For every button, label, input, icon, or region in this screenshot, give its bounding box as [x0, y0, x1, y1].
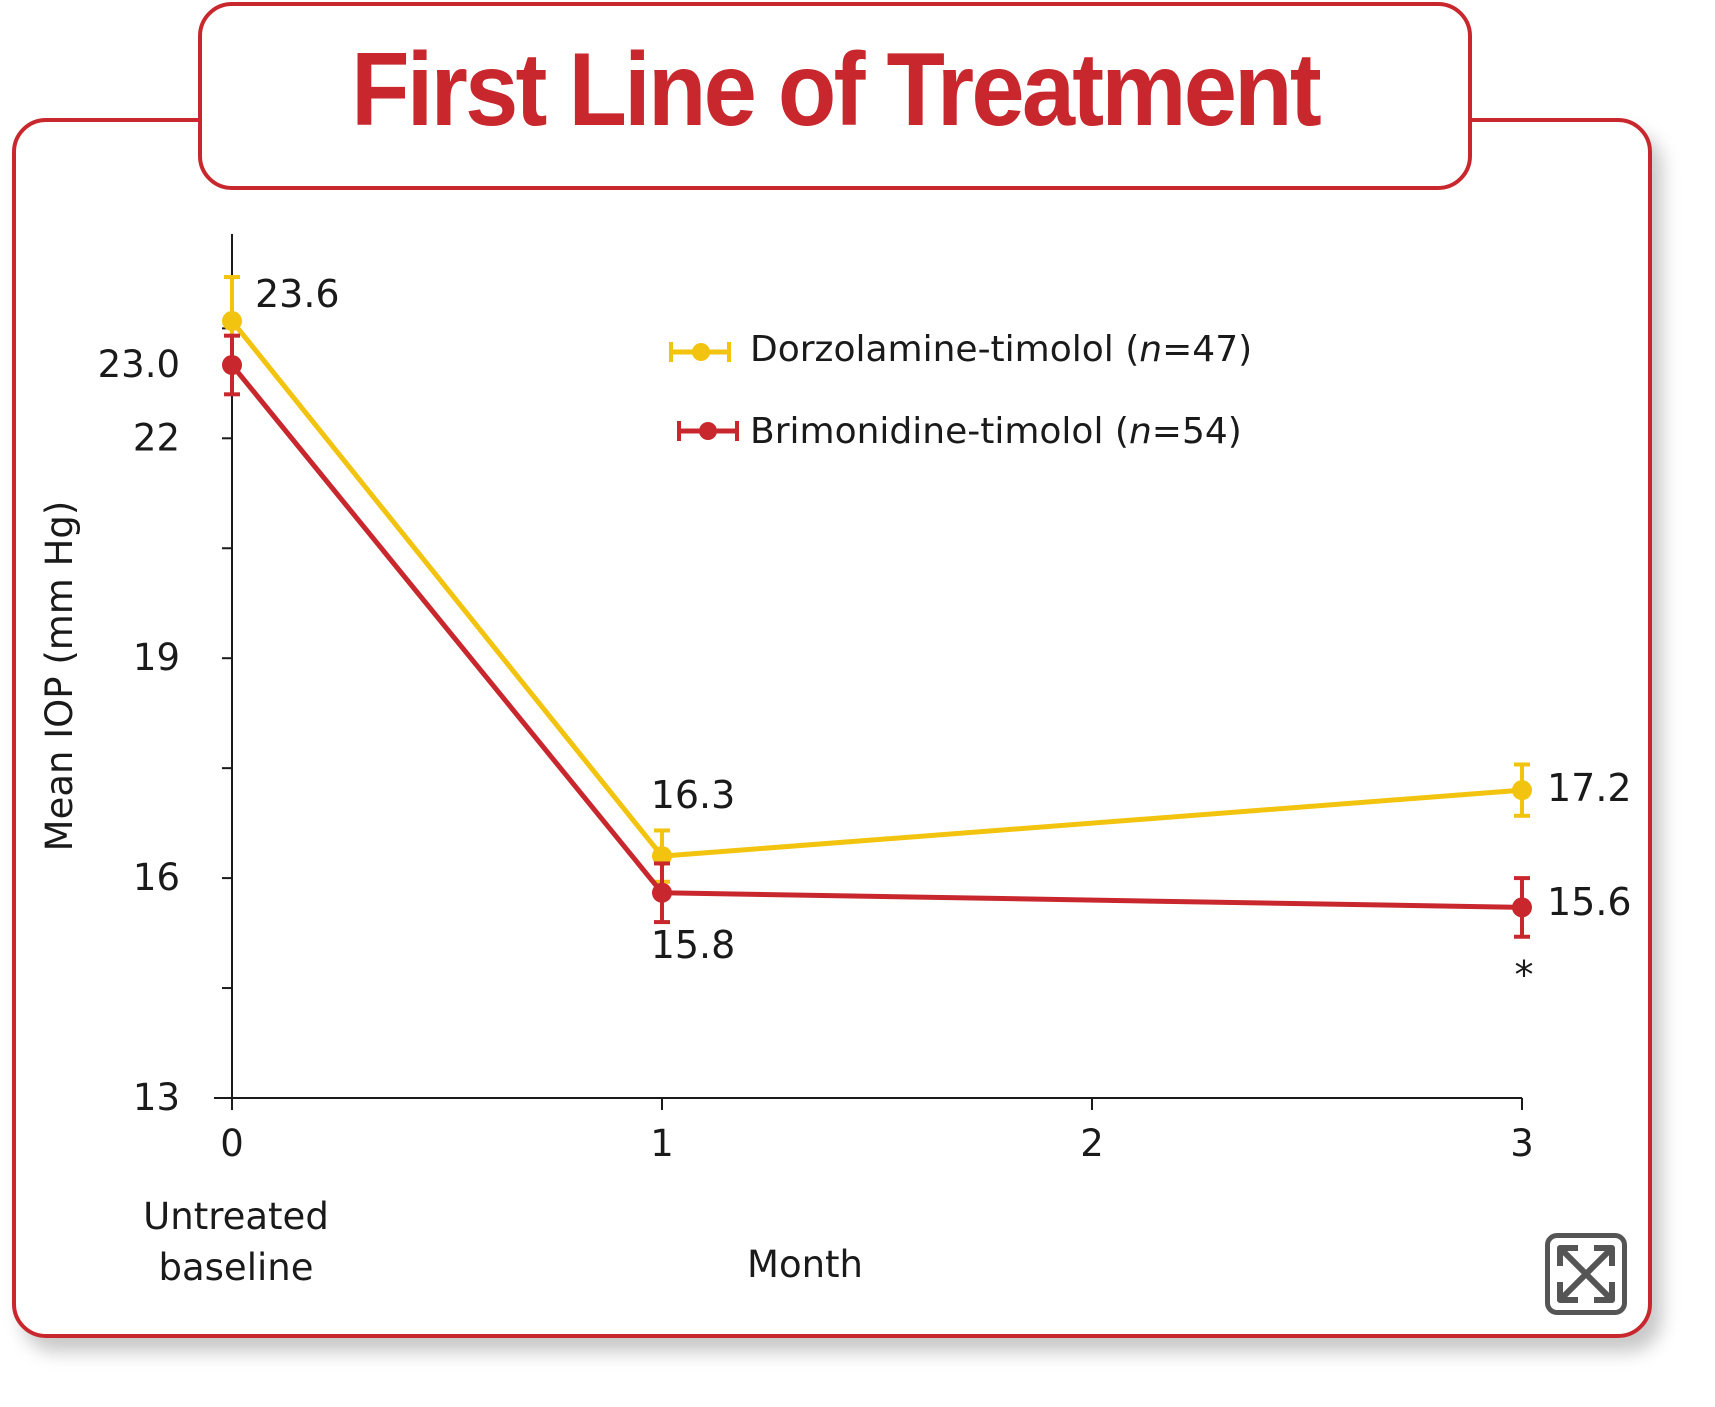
expand-arrows-icon[interactable]: [1545, 1233, 1627, 1315]
x-baseline-label-line2: baseline: [159, 1246, 314, 1289]
data-label-brimonidine-1: 15.8: [651, 923, 736, 967]
y-tick-label: 19: [133, 636, 180, 679]
series-layer: [222, 275, 1532, 939]
data-point-brimonidine: [652, 882, 672, 903]
data-label-brimonidine-3: 15.6: [1547, 880, 1632, 924]
y-axis-title: Mean IOP (mm Hg): [38, 501, 81, 852]
data-point-dorzolamine: [652, 846, 672, 867]
x-tick-label: 3: [1510, 1122, 1534, 1165]
y-tick-label: 16: [133, 856, 180, 899]
data-point-dorzolamine: [222, 311, 242, 332]
y-tick-label: 22: [133, 416, 180, 459]
x-tick-label: 0: [220, 1122, 244, 1165]
series-line-dorzolamine: [230, 319, 1523, 859]
y-tick-label: 23.0: [98, 343, 180, 386]
data-label-dorzolamine-1: 16.3: [651, 773, 736, 817]
chart-frame: [12, 118, 1652, 1338]
x-axis-title: Month: [747, 1243, 863, 1286]
data-label-dorzolamine-3: 17.2: [1547, 766, 1632, 810]
data-point-dorzolamine: [1512, 780, 1532, 801]
data-label-dorzolamine-0: 23.6: [255, 272, 340, 316]
x-baseline-label-line1: Untreated: [143, 1195, 329, 1238]
legend-marker-brimonidine: [677, 421, 739, 441]
data-point-brimonidine: [1512, 897, 1532, 918]
x-ticks: 0 1 2 3: [220, 1098, 1534, 1165]
legend-label-brimonidine: Brimonidine-timolol (n=54): [750, 411, 1242, 452]
legend-marker-dorzolamine: [669, 342, 731, 362]
significance-annotation: *: [1515, 953, 1534, 997]
data-point-brimonidine: [222, 355, 242, 375]
x-tick-label: 1: [650, 1122, 674, 1165]
legend-label-dorzolamine: Dorzolamine-timolol (n=47): [750, 329, 1252, 370]
chart-title: First Line of Treatment: [351, 31, 1322, 148]
title-banner: First Line of Treatment: [198, 2, 1472, 190]
x-tick-label: 2: [1080, 1122, 1104, 1165]
legend: Dorzolamine-timolol (n=47) Brimonidine-t…: [669, 329, 1252, 452]
y-tick-label: 13: [133, 1076, 180, 1119]
y-ticks: 13 16 19 22 23.0: [98, 327, 232, 1119]
